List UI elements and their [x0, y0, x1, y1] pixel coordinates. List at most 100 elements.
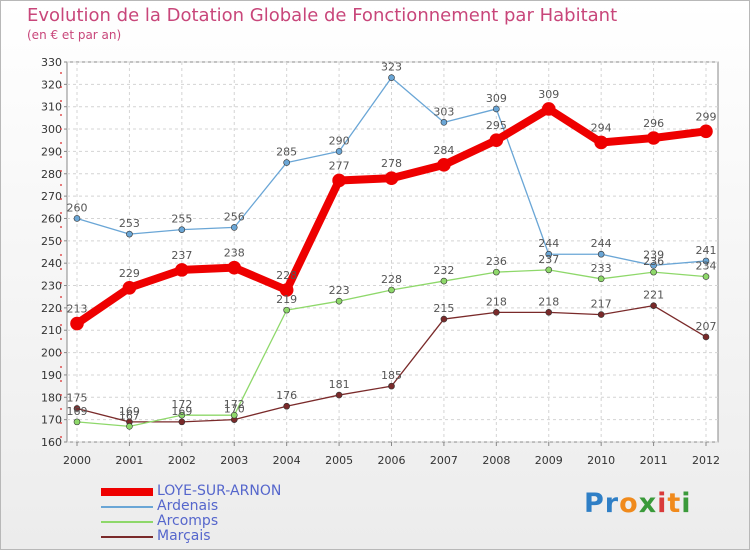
data-point — [440, 119, 448, 126]
data-label: 236 — [486, 255, 507, 268]
data-label: 219 — [276, 293, 297, 306]
x-tick-label: 2011 — [640, 454, 668, 467]
data-label: 295 — [486, 119, 507, 132]
data-label: 232 — [433, 264, 454, 277]
logo-letter: r — [604, 488, 620, 519]
data-label: 244 — [591, 237, 612, 250]
logo-letter: t — [667, 488, 682, 519]
data-label: 169 — [67, 405, 88, 418]
legend-swatch — [101, 536, 153, 538]
data-point — [702, 333, 710, 341]
data-label: 256 — [224, 210, 245, 223]
data-label: 175 — [67, 391, 88, 404]
x-tick-label: 2006 — [378, 454, 406, 467]
x-tick-label: 2005 — [325, 454, 353, 467]
data-label: 228 — [381, 273, 402, 286]
chart-title: Evolution de la Dotation Globale de Fonc… — [27, 5, 618, 26]
data-label: 176 — [276, 389, 297, 402]
data-point — [73, 215, 81, 222]
data-label: 309 — [538, 88, 559, 101]
legend-label: Ardenais — [157, 498, 219, 514]
data-point — [597, 250, 605, 258]
data-point — [178, 418, 186, 426]
data-point — [650, 302, 657, 309]
data-point — [332, 173, 346, 188]
data-label: 167 — [119, 409, 140, 422]
y-tick-label: 290 — [41, 145, 62, 158]
data-point — [126, 230, 133, 238]
data-point — [122, 280, 137, 295]
data-label: 260 — [67, 201, 88, 214]
y-tick-label: 190 — [41, 369, 62, 382]
data-point — [702, 257, 710, 265]
data-label: 169 — [171, 405, 192, 418]
data-point — [279, 283, 294, 297]
data-label: 296 — [643, 117, 664, 130]
data-label: 239 — [643, 248, 664, 261]
data-label: 218 — [486, 295, 507, 308]
data-point — [126, 423, 133, 430]
data-point — [437, 158, 451, 172]
data-point — [493, 105, 500, 113]
data-point — [646, 131, 661, 145]
data-point — [702, 273, 710, 280]
data-point — [175, 263, 189, 277]
x-tick-label: 2008 — [482, 454, 510, 467]
data-point — [73, 418, 81, 426]
y-tick-label: 260 — [41, 212, 62, 225]
data-label: 218 — [538, 295, 559, 308]
x-tick-label: 2001 — [115, 454, 143, 467]
data-label: 172 — [171, 398, 192, 411]
x-tick-label: 2007 — [430, 454, 458, 467]
y-tick-label: 230 — [41, 280, 62, 293]
data-point — [650, 262, 657, 269]
data-point — [283, 159, 290, 166]
data-label: 309 — [486, 92, 507, 105]
data-label: 237 — [171, 249, 192, 262]
logo-letter: P — [584, 488, 605, 519]
data-label: 234 — [696, 260, 717, 273]
y-tick-label: 280 — [41, 168, 62, 181]
proxiti-logo: Proxiti — [584, 488, 692, 519]
data-point — [227, 260, 242, 275]
data-point — [489, 133, 504, 148]
x-tick-label: 2010 — [587, 454, 615, 467]
y-tick-label: 180 — [41, 391, 62, 404]
data-point — [597, 311, 605, 318]
y-tick-label: 210 — [41, 324, 62, 337]
data-point — [335, 148, 343, 155]
data-point — [70, 316, 84, 331]
data-label: 290 — [329, 134, 350, 147]
data-point — [230, 411, 238, 419]
data-point — [73, 405, 81, 412]
y-tick-label: 200 — [41, 347, 62, 360]
data-label: 284 — [433, 144, 454, 157]
data-label: 244 — [538, 237, 559, 250]
data-label: 217 — [591, 298, 612, 311]
line-chart: 160 170 180 190 200 210 220 230 240 250 260 270 280 2… — [41, 56, 720, 467]
data-point — [283, 306, 290, 314]
data-point — [493, 268, 500, 276]
data-label: 285 — [276, 146, 297, 159]
data-point — [335, 391, 343, 399]
data-label: 241 — [696, 244, 717, 257]
data-label: 223 — [329, 284, 350, 297]
x-tick-label: 2002 — [168, 454, 196, 467]
data-point — [594, 135, 608, 150]
y-tick-label: 220 — [41, 302, 62, 315]
data-label: 207 — [696, 320, 717, 333]
data-point — [699, 124, 713, 139]
y-tick-label: 170 — [41, 414, 62, 427]
legend-label: Arcomps — [157, 513, 219, 529]
x-tick-label: 2003 — [220, 454, 248, 467]
y-tick-label: 240 — [41, 257, 62, 270]
data-label: 299 — [696, 110, 717, 123]
data-label: 185 — [381, 369, 402, 382]
data-point — [388, 286, 395, 294]
data-point — [230, 224, 238, 231]
data-point — [597, 275, 605, 283]
data-label: 236 — [643, 255, 664, 268]
chart-subtitle: (en € et par an) — [27, 28, 122, 42]
x-tick-label: 2009 — [535, 454, 563, 467]
logo-letter: i — [657, 488, 668, 519]
